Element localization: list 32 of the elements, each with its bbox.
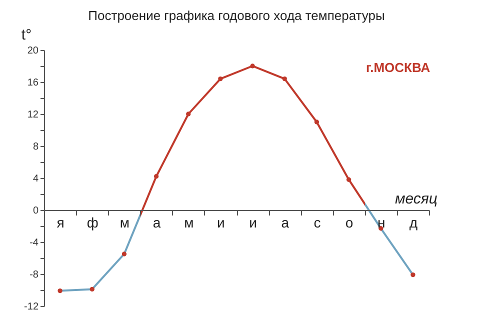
y-tick-label: -8 [30,270,39,280]
x-tick-label: с [314,214,321,230]
point [186,112,191,116]
x-tick-label: м [120,214,130,230]
y-axis-title: t° [21,26,32,44]
point [314,120,320,124]
x-tick-label: ф [86,214,98,230]
y-tick-label: 4 [32,174,39,184]
point [218,76,223,82]
x-tick-label: м [184,214,194,230]
point [154,174,159,179]
point [346,177,352,182]
annotation: г.МОСКВА [366,60,431,75]
x-tick-label: а [152,214,161,230]
x-tick-label: а [281,214,290,230]
x-tick-label: н [378,214,386,230]
x-axis-title: месяц [394,190,438,208]
y-tick-label: 0 [32,206,39,216]
point [282,76,287,82]
x-tick-label: и [249,214,257,230]
point [250,64,255,68]
x-tick-label: я [56,214,64,230]
y-tick-label: 16 [27,78,39,88]
x-tick-label: д [409,214,418,230]
y-tick-label: 12 [27,110,39,120]
y-tick-label: 8 [32,142,39,152]
x-tick-label: о [345,214,354,230]
x-tick-label: и [217,214,225,230]
y-tick-label: 20 [27,46,39,56]
y-tick-label: -12 [24,302,39,312]
chart-title: Построение графика годового хода температуры [88,8,385,23]
y-tick-label: -4 [30,238,39,248]
